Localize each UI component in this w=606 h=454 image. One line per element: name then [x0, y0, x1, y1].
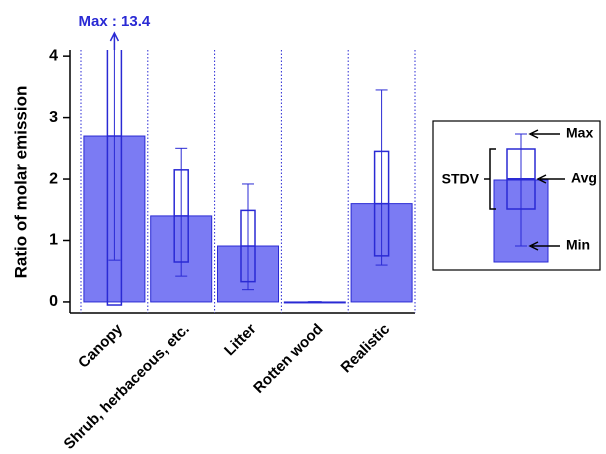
max-arrow [109, 31, 120, 50]
legend-label: Max [566, 125, 593, 141]
legend-label: Min [566, 237, 590, 253]
y-tick-label: 2 [49, 170, 58, 187]
legend-label: Avg [571, 170, 597, 186]
x-tick-label: Canopy [75, 320, 126, 371]
x-tick-label: Realistic [338, 321, 394, 377]
x-tick-label: Shrub, herbaceous, etc. [61, 321, 193, 453]
x-tick-label: Rotten wood [250, 321, 326, 397]
y-tick-label: 0 [49, 293, 58, 310]
legend-arrow [528, 241, 560, 251]
y-tick-label: 4 [49, 47, 58, 64]
max-label: Max : 13.4 [79, 13, 151, 30]
legend-arrow [528, 129, 560, 139]
x-tick-label: Litter [221, 320, 260, 359]
legend-brace [484, 148, 496, 210]
legend-arrow [536, 174, 565, 184]
legend: Max Avg Min STDV [432, 120, 601, 271]
y-tick-label: 1 [49, 232, 58, 249]
y-axis-label: Ratio of molar emission [11, 86, 30, 279]
legend-label: STDV [442, 171, 480, 187]
plot-area [83, 50, 413, 306]
y-tick-label: 3 [49, 109, 58, 126]
